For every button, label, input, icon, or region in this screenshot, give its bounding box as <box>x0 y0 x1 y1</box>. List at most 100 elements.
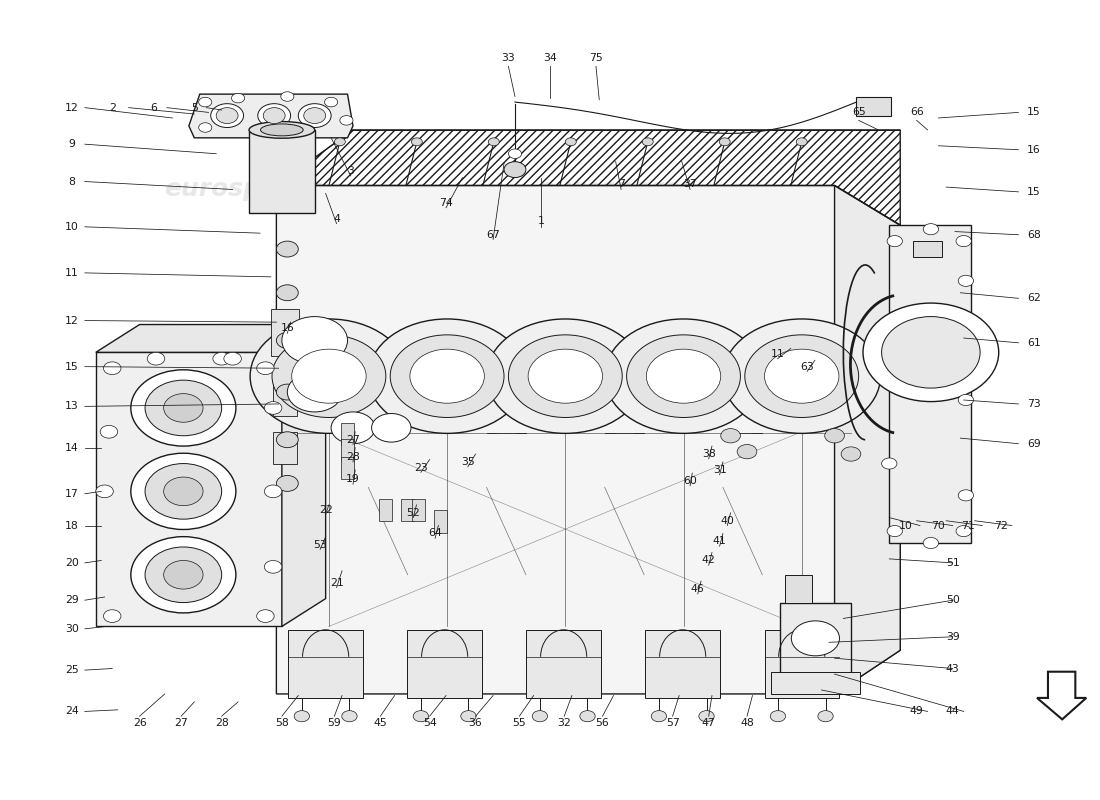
Text: 36: 36 <box>469 718 483 728</box>
Text: 41: 41 <box>713 537 726 546</box>
Text: 69: 69 <box>1027 438 1041 449</box>
Circle shape <box>287 372 342 412</box>
Circle shape <box>504 162 526 178</box>
Text: 38: 38 <box>702 449 716 459</box>
Circle shape <box>642 138 653 146</box>
Bar <box>402 498 415 521</box>
Polygon shape <box>96 325 326 352</box>
Circle shape <box>164 394 204 422</box>
Circle shape <box>145 547 222 602</box>
Circle shape <box>334 138 345 146</box>
Text: 5: 5 <box>191 102 198 113</box>
Text: 68: 68 <box>1027 230 1041 240</box>
Circle shape <box>131 454 235 530</box>
Circle shape <box>276 432 298 448</box>
Circle shape <box>770 710 785 722</box>
Text: 31: 31 <box>713 465 726 475</box>
Bar <box>646 630 719 698</box>
Circle shape <box>887 235 902 246</box>
Text: 13: 13 <box>65 402 78 411</box>
Circle shape <box>256 362 274 374</box>
Text: 15: 15 <box>65 362 78 372</box>
Ellipse shape <box>261 124 304 136</box>
Text: 30: 30 <box>65 624 79 634</box>
Circle shape <box>791 621 839 656</box>
Text: 56: 56 <box>596 718 609 728</box>
Polygon shape <box>835 186 900 694</box>
Polygon shape <box>276 186 900 694</box>
Bar <box>407 630 482 698</box>
Circle shape <box>956 526 971 537</box>
Text: 37: 37 <box>683 179 697 189</box>
Bar <box>434 510 447 533</box>
Text: 53: 53 <box>314 539 327 550</box>
Text: 27: 27 <box>174 718 188 728</box>
Polygon shape <box>1037 672 1087 719</box>
Circle shape <box>276 285 298 301</box>
Circle shape <box>292 349 366 403</box>
Text: 11: 11 <box>771 349 784 359</box>
Text: eurospares: eurospares <box>165 178 322 202</box>
Text: 35: 35 <box>461 457 475 467</box>
Circle shape <box>276 241 298 257</box>
Circle shape <box>103 362 121 374</box>
Circle shape <box>199 98 212 107</box>
Text: 28: 28 <box>346 452 360 462</box>
Text: 65: 65 <box>851 107 866 118</box>
Circle shape <box>264 485 282 498</box>
Text: 52: 52 <box>406 508 420 518</box>
Bar <box>288 630 363 698</box>
Circle shape <box>231 94 244 103</box>
Text: 43: 43 <box>946 663 959 674</box>
Circle shape <box>131 537 235 613</box>
Text: 12: 12 <box>65 315 78 326</box>
Text: 72: 72 <box>994 521 1008 530</box>
Text: 29: 29 <box>65 595 78 605</box>
Bar <box>341 423 354 446</box>
Circle shape <box>956 235 971 246</box>
Text: 51: 51 <box>946 558 959 568</box>
Polygon shape <box>189 94 353 138</box>
Text: 16: 16 <box>280 323 294 334</box>
Circle shape <box>864 303 999 402</box>
Ellipse shape <box>298 104 331 127</box>
Bar <box>96 352 282 626</box>
Circle shape <box>131 370 235 446</box>
Text: 3: 3 <box>348 166 354 176</box>
Ellipse shape <box>257 104 290 127</box>
Circle shape <box>264 402 282 414</box>
Circle shape <box>958 394 974 406</box>
Text: 17: 17 <box>65 489 78 498</box>
Circle shape <box>199 122 212 132</box>
Text: 9: 9 <box>68 139 75 149</box>
Circle shape <box>605 319 762 434</box>
Bar <box>273 432 297 463</box>
Circle shape <box>627 335 740 418</box>
Bar <box>764 630 839 698</box>
Circle shape <box>881 317 980 388</box>
Text: 1: 1 <box>538 216 544 226</box>
Circle shape <box>368 319 526 434</box>
Circle shape <box>698 710 714 722</box>
Text: 19: 19 <box>346 474 360 485</box>
Circle shape <box>796 138 807 146</box>
Circle shape <box>276 333 298 348</box>
Circle shape <box>923 224 938 234</box>
Circle shape <box>147 352 165 365</box>
Text: 18: 18 <box>65 521 78 530</box>
Bar <box>273 376 297 416</box>
Bar <box>412 498 426 521</box>
Circle shape <box>745 335 859 418</box>
Circle shape <box>213 352 230 365</box>
Text: 10: 10 <box>899 521 913 530</box>
Circle shape <box>887 526 902 537</box>
Text: 39: 39 <box>946 632 959 642</box>
Text: 75: 75 <box>590 54 603 63</box>
Circle shape <box>294 710 309 722</box>
Circle shape <box>958 275 974 286</box>
Text: 64: 64 <box>428 529 442 538</box>
Circle shape <box>372 414 411 442</box>
Circle shape <box>276 475 298 491</box>
Bar <box>341 457 354 479</box>
Text: 74: 74 <box>439 198 453 208</box>
